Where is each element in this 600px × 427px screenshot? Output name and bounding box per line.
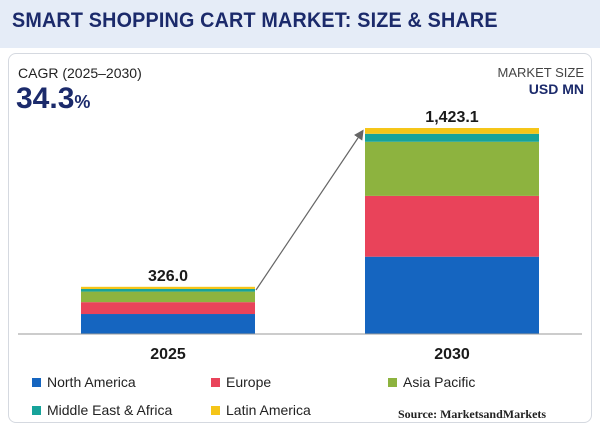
bar-segment-2025-north-america	[81, 314, 255, 334]
bar-segment-2025-latin-america	[81, 286, 255, 289]
market-size-label: MARKET SIZE	[497, 65, 584, 80]
legend-item-north-america: North America	[32, 374, 136, 390]
legend-item-middle-east-and-africa: Middle East & Africa	[32, 402, 172, 418]
cagr-number: 34.3	[16, 82, 75, 115]
source-note: Source: MarketsandMarkets	[398, 407, 547, 421]
header-band: SMART SHOPPING CART MARKET: SIZE & SHARE	[0, 0, 600, 48]
legend-item-europe: Europe	[211, 374, 271, 390]
bar-segment-2025-europe	[81, 302, 255, 315]
legend-item-latin-america: Latin America	[211, 402, 311, 418]
legend-swatch-latin-america	[211, 405, 220, 415]
x-tick-label-2030: 2030	[434, 346, 470, 363]
legend-swatch-middle-east-and-africa	[32, 405, 41, 415]
legend-swatch-europe	[211, 377, 220, 387]
market-size-unit: USD MN	[528, 81, 584, 97]
growth-arrow	[255, 129, 364, 291]
page-title: SMART SHOPPING CART MARKET: SIZE & SHARE	[12, 9, 498, 32]
cagr-label: CAGR (2025–2030)	[18, 65, 142, 81]
legend-label-middle-east-and-africa: Middle East & Africa	[47, 402, 173, 418]
x-tick-label-2025: 2025	[150, 346, 186, 363]
bar-total-label-2025: 326.0	[148, 268, 188, 285]
legend-label-asia-pacific: Asia Pacific	[403, 374, 476, 390]
legend-label-latin-america: Latin America	[226, 402, 311, 418]
bar-segment-2030-latin-america	[365, 128, 539, 134]
bar-segment-2030-north-america	[365, 256, 539, 334]
bar-segment-2030-asia-pacific	[365, 141, 539, 196]
bar-segment-2025-middle-east-and-africa	[81, 288, 255, 292]
legend-label-north-america: North America	[47, 374, 136, 390]
legend-label-europe: Europe	[226, 374, 272, 390]
bar-segment-2030-europe	[365, 195, 539, 257]
bar-total-label-2030: 1,423.1	[425, 109, 478, 126]
legend-swatch-north-america	[32, 377, 41, 387]
legend-item-asia-pacific: Asia Pacific	[388, 374, 475, 390]
bars-group	[81, 128, 539, 334]
cagr-value: 34.3%	[16, 82, 90, 116]
bar-segment-2030-middle-east-and-africa	[365, 133, 539, 142]
bar-segment-2025-asia-pacific	[81, 291, 255, 303]
cagr-unit: %	[74, 92, 91, 112]
legend-swatch-asia-pacific	[388, 377, 397, 387]
